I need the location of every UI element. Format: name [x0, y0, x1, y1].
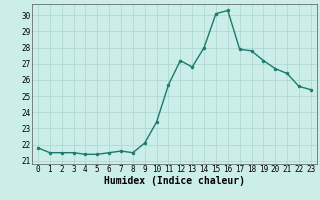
X-axis label: Humidex (Indice chaleur): Humidex (Indice chaleur) [104, 176, 245, 186]
